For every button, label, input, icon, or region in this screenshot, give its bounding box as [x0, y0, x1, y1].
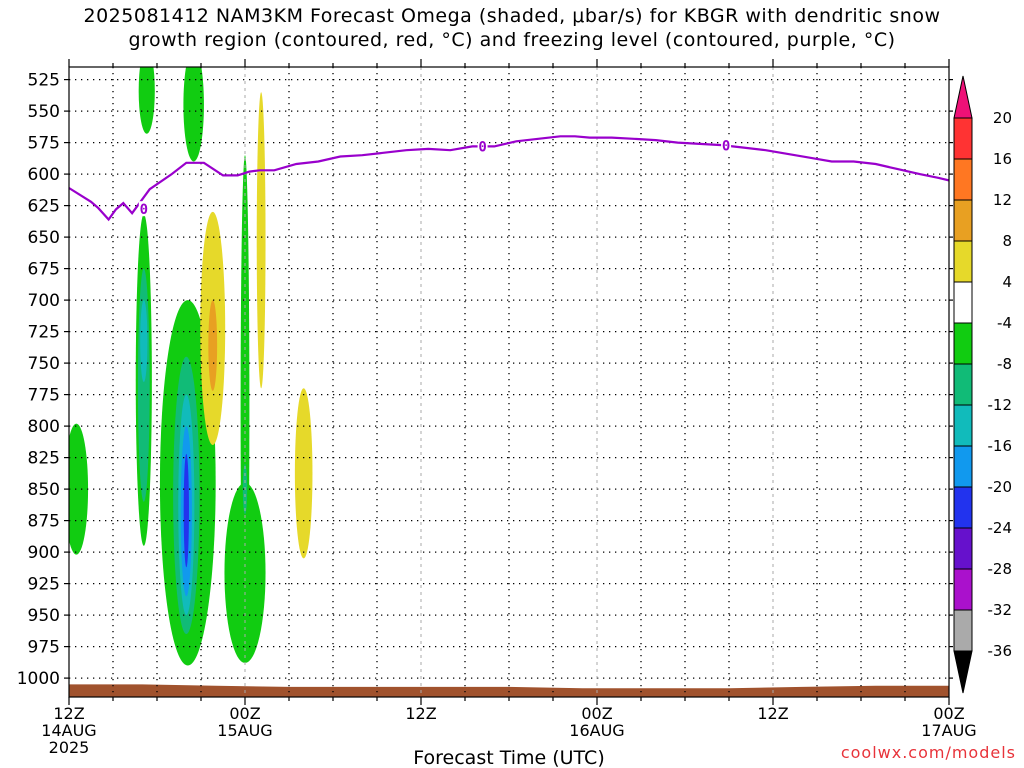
colorbar-tick-label: -36: [988, 642, 1013, 660]
freezing-label-bg-1: [477, 138, 488, 154]
x-tick-label: 00Z 16AUG: [569, 704, 624, 740]
colorbar-bin: [953, 322, 973, 365]
colorbar-bin: [953, 158, 973, 201]
freezing-level-label: 0: [478, 139, 486, 155]
x-tick-label: 12Z: [757, 704, 788, 723]
omega-region-5: [183, 67, 204, 162]
colorbar-tick-label: 16: [993, 150, 1012, 168]
x-tick-label: 00Z 15AUG: [217, 704, 272, 740]
colorbar-tick-label: -8: [997, 355, 1012, 373]
y-tick-label: 1000: [17, 669, 60, 689]
omega-region-10: [183, 453, 189, 568]
colorbar-bin: [953, 363, 973, 406]
colorbar-tick-label: 8: [1002, 232, 1012, 250]
colorbar-bin: [953, 609, 973, 652]
title-line-2: growth region (contoured, red, °C) and f…: [128, 29, 896, 51]
y-tick-label: 750: [28, 354, 60, 374]
freezing-level-label: 0: [140, 202, 148, 218]
title-line-1: 2025081412 NAM3KM Forecast Omega (shaded…: [83, 5, 941, 27]
colorbar-tick-label: -16: [988, 437, 1013, 455]
colorbar-bin: [953, 281, 973, 324]
colorbar-tick-label: -32: [988, 601, 1013, 619]
freezing-label-bg-0: [138, 201, 149, 217]
y-tick-label: 875: [28, 512, 60, 532]
y-tick-label: 625: [28, 197, 60, 217]
omega-region-12: [208, 300, 218, 391]
y-tick-label: 725: [28, 323, 60, 343]
omega-region-17: [294, 388, 313, 559]
omega-region-0: [69, 423, 89, 555]
x-axis-label: Forecast Time (UTC): [413, 747, 604, 768]
colorbar-tick-label: -20: [988, 478, 1013, 496]
omega-region-16: [256, 92, 266, 389]
colorbar-tick-label: -24: [988, 519, 1013, 537]
y-tick-label: 975: [28, 638, 60, 658]
x-tick-label: 12Z 14AUG 2025: [41, 704, 96, 757]
colorbar-bin: [953, 486, 973, 529]
colorbar-tick-label: -4: [997, 314, 1012, 332]
colorbar: 20 16 12 8 4 -4 -8 -12 -16 -20 -24 -28 -32 -36: [953, 75, 1013, 694]
colorbar-tick-label: 4: [1002, 273, 1012, 291]
colorbar-tick-label: 20: [993, 109, 1012, 127]
y-tick-label: 800: [28, 417, 60, 437]
terrain-fill: [69, 684, 949, 697]
colorbar-bin: [953, 404, 973, 447]
y-tick-label: 575: [28, 134, 60, 154]
colorbar-tick-label: -28: [988, 560, 1013, 578]
colorbar-top-arrow: [953, 75, 973, 119]
y-tick-label: 925: [28, 575, 60, 595]
y-tick-label: 850: [28, 480, 60, 500]
colorbar-bin: [953, 240, 973, 283]
colorbar-bin: [953, 527, 973, 570]
y-tick-label: 600: [28, 165, 60, 185]
chart-title: 2025081412 NAM3KM Forecast Omega (shaded…: [0, 4, 1024, 52]
freezing-level-line: [69, 135, 949, 222]
x-axis-ticks: 12Z 14AUG 2025 00Z 15AUG 12Z 00Z 16AUG 12Z 00Z 17A…: [41, 59, 977, 757]
omega-region-3: [140, 300, 148, 382]
y-tick-label: 825: [28, 449, 60, 469]
terrain-surface: [69, 684, 949, 697]
x-tick-label: 12Z: [405, 704, 436, 723]
y-tick-label: 675: [28, 260, 60, 280]
y-tick-label: 550: [28, 102, 60, 122]
x-tick-label: 00Z 17AUG: [921, 704, 976, 740]
y-axis-ticks: 525 550 575 600 625 650 675 700 725 750 775 800 825 8…: [17, 71, 953, 689]
colorbar-bin: [953, 445, 973, 488]
y-tick-label: 525: [28, 71, 60, 91]
colorbar-tick-label: -12: [988, 396, 1013, 414]
colorbar-bin: [953, 199, 973, 242]
colorbar-bottom-arrow: [953, 650, 973, 694]
freezing-level-label: 0: [722, 139, 730, 155]
colorbar-bin: [953, 117, 973, 160]
credit-text: coolwx.com/models: [840, 743, 1016, 762]
omega-shading: [69, 67, 313, 666]
y-tick-label: 700: [28, 291, 60, 311]
freezing-level-contour: 0 0 0: [69, 135, 949, 222]
y-tick-label: 900: [28, 543, 60, 563]
colorbar-bin: [953, 568, 973, 611]
y-tick-label: 950: [28, 606, 60, 626]
y-tick-label: 775: [28, 386, 60, 406]
omega-region-4: [138, 67, 155, 134]
colorbar-tick-label: 12: [993, 191, 1012, 209]
y-tick-label: 650: [28, 228, 60, 248]
freezing-label-bg-2: [721, 137, 732, 153]
